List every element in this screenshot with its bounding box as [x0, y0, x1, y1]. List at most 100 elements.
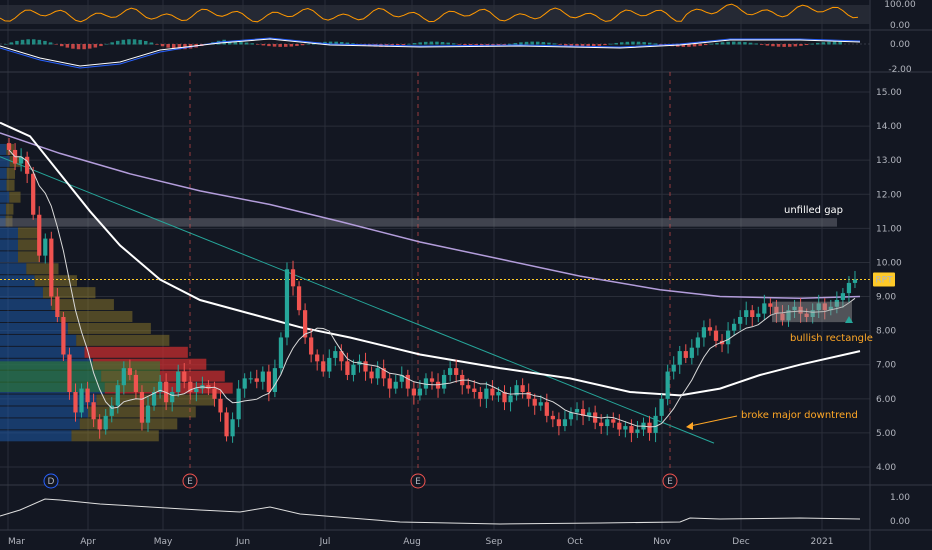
- event-marker-label: D: [48, 477, 55, 487]
- volume-profile-up: [0, 239, 18, 250]
- candle-body: [55, 297, 59, 317]
- candle-body: [702, 327, 706, 337]
- macd-histogram-bar: [133, 39, 137, 44]
- macd-histogram-bar: [278, 44, 282, 47]
- macd-histogram-bar: [430, 42, 434, 45]
- macd-histogram-bar: [94, 44, 98, 48]
- time-axis-label: Nov: [653, 537, 671, 547]
- time-axis-label: Dec: [732, 537, 749, 547]
- volume-profile-up: [0, 299, 51, 310]
- macd-histogram-bar: [138, 40, 142, 45]
- candle-body: [243, 378, 247, 388]
- candle-body: [756, 314, 760, 317]
- macd-histogram-bar: [749, 43, 753, 45]
- candle-body: [466, 385, 470, 388]
- macd-histogram-bar: [77, 44, 81, 49]
- candle-body: [569, 412, 573, 419]
- volume-profile-up: [0, 144, 6, 155]
- time-axis-label: Oct: [567, 537, 583, 547]
- candle-body: [484, 389, 488, 399]
- price-axis-label: 6.00: [876, 395, 896, 405]
- candle-body: [508, 395, 512, 402]
- time-axis-label: Jul: [319, 537, 331, 547]
- time-axis-label: Mar: [8, 537, 25, 547]
- macd-histogram-bar: [60, 44, 64, 46]
- macd-histogram-bar: [110, 42, 114, 44]
- macd-histogram-bar: [598, 44, 602, 46]
- candle-body: [708, 327, 712, 330]
- candle-body: [448, 368, 452, 375]
- macd-histogram-bar: [715, 43, 719, 45]
- volume-profile-up: [0, 347, 85, 358]
- candle-body: [122, 368, 126, 385]
- macd-histogram-bar: [301, 44, 305, 45]
- candle-body: [140, 392, 144, 423]
- candle-body: [92, 402, 96, 419]
- volume-profile-down: [7, 168, 15, 179]
- macd-histogram-bar: [435, 42, 439, 45]
- macd-histogram-bar: [827, 42, 831, 45]
- macd-histogram-bar: [402, 44, 406, 45]
- candle-body: [853, 280, 857, 283]
- volume-profile-down: [85, 347, 188, 358]
- event-marker-label: E: [415, 477, 421, 487]
- macd-histogram-bar: [782, 44, 786, 47]
- rsi-axis-top: 100.00: [884, 0, 916, 10]
- candle-body: [31, 174, 35, 215]
- candle-body: [545, 402, 549, 416]
- macd-histogram-bar: [603, 44, 607, 45]
- candle-body: [261, 372, 265, 382]
- volume-profile-down: [7, 180, 15, 191]
- macd-histogram-bar: [558, 44, 562, 45]
- candle-body: [527, 392, 531, 399]
- candle-body: [551, 416, 555, 419]
- candle-body: [454, 368, 458, 375]
- macd-histogram-bar: [648, 43, 652, 45]
- price-axis-label: 7.00: [876, 361, 896, 371]
- macd-histogram-bar: [306, 44, 310, 45]
- candle-body: [696, 337, 700, 347]
- macd-histogram-bar: [777, 44, 781, 47]
- candle-body: [43, 239, 47, 256]
- macd-histogram-bar: [155, 44, 159, 45]
- candle-body: [672, 365, 676, 372]
- volume-axis-bottom: 0.00: [890, 517, 910, 527]
- candle-body: [629, 426, 633, 433]
- candle-body: [182, 372, 186, 382]
- candle-body: [363, 361, 367, 371]
- macd-histogram-bar: [553, 43, 557, 44]
- candle-body: [418, 389, 422, 396]
- candle-body: [653, 416, 657, 433]
- macd-histogram-bar: [458, 44, 462, 45]
- annotation-bullish-rectangle: bullish rectangle: [790, 333, 873, 344]
- volume-profile-down: [9, 192, 20, 203]
- candle-body: [49, 239, 53, 297]
- price-axis-label: 10.00: [876, 258, 902, 268]
- macd-histogram-bar: [15, 41, 19, 45]
- candle-body: [539, 402, 543, 405]
- macd-histogram-bar: [766, 44, 770, 46]
- volume-profile-up: [0, 287, 43, 298]
- candle-body: [660, 399, 664, 416]
- candle-body: [7, 143, 11, 150]
- macd-histogram-bar: [418, 42, 422, 44]
- volume-profile-down: [26, 263, 58, 274]
- macd-histogram-bar: [122, 40, 126, 45]
- candle-body: [750, 310, 754, 317]
- time-axis-label: 2021: [811, 537, 834, 547]
- candle-body: [690, 348, 694, 358]
- candle-body: [575, 409, 579, 412]
- candle-body: [394, 382, 398, 389]
- macd-histogram-bar: [637, 42, 641, 45]
- candle-body: [442, 375, 446, 389]
- candle-body: [327, 358, 331, 372]
- macd-axis-bottom: -2.00: [888, 65, 912, 75]
- macd-histogram-bar: [525, 42, 529, 45]
- candle-body: [61, 317, 65, 355]
- candle-body: [666, 372, 670, 399]
- macd-histogram-bar: [536, 42, 540, 45]
- macd-histogram-bar: [626, 42, 630, 45]
- volume-profile-down: [71, 430, 158, 441]
- macd-histogram-bar: [738, 42, 742, 45]
